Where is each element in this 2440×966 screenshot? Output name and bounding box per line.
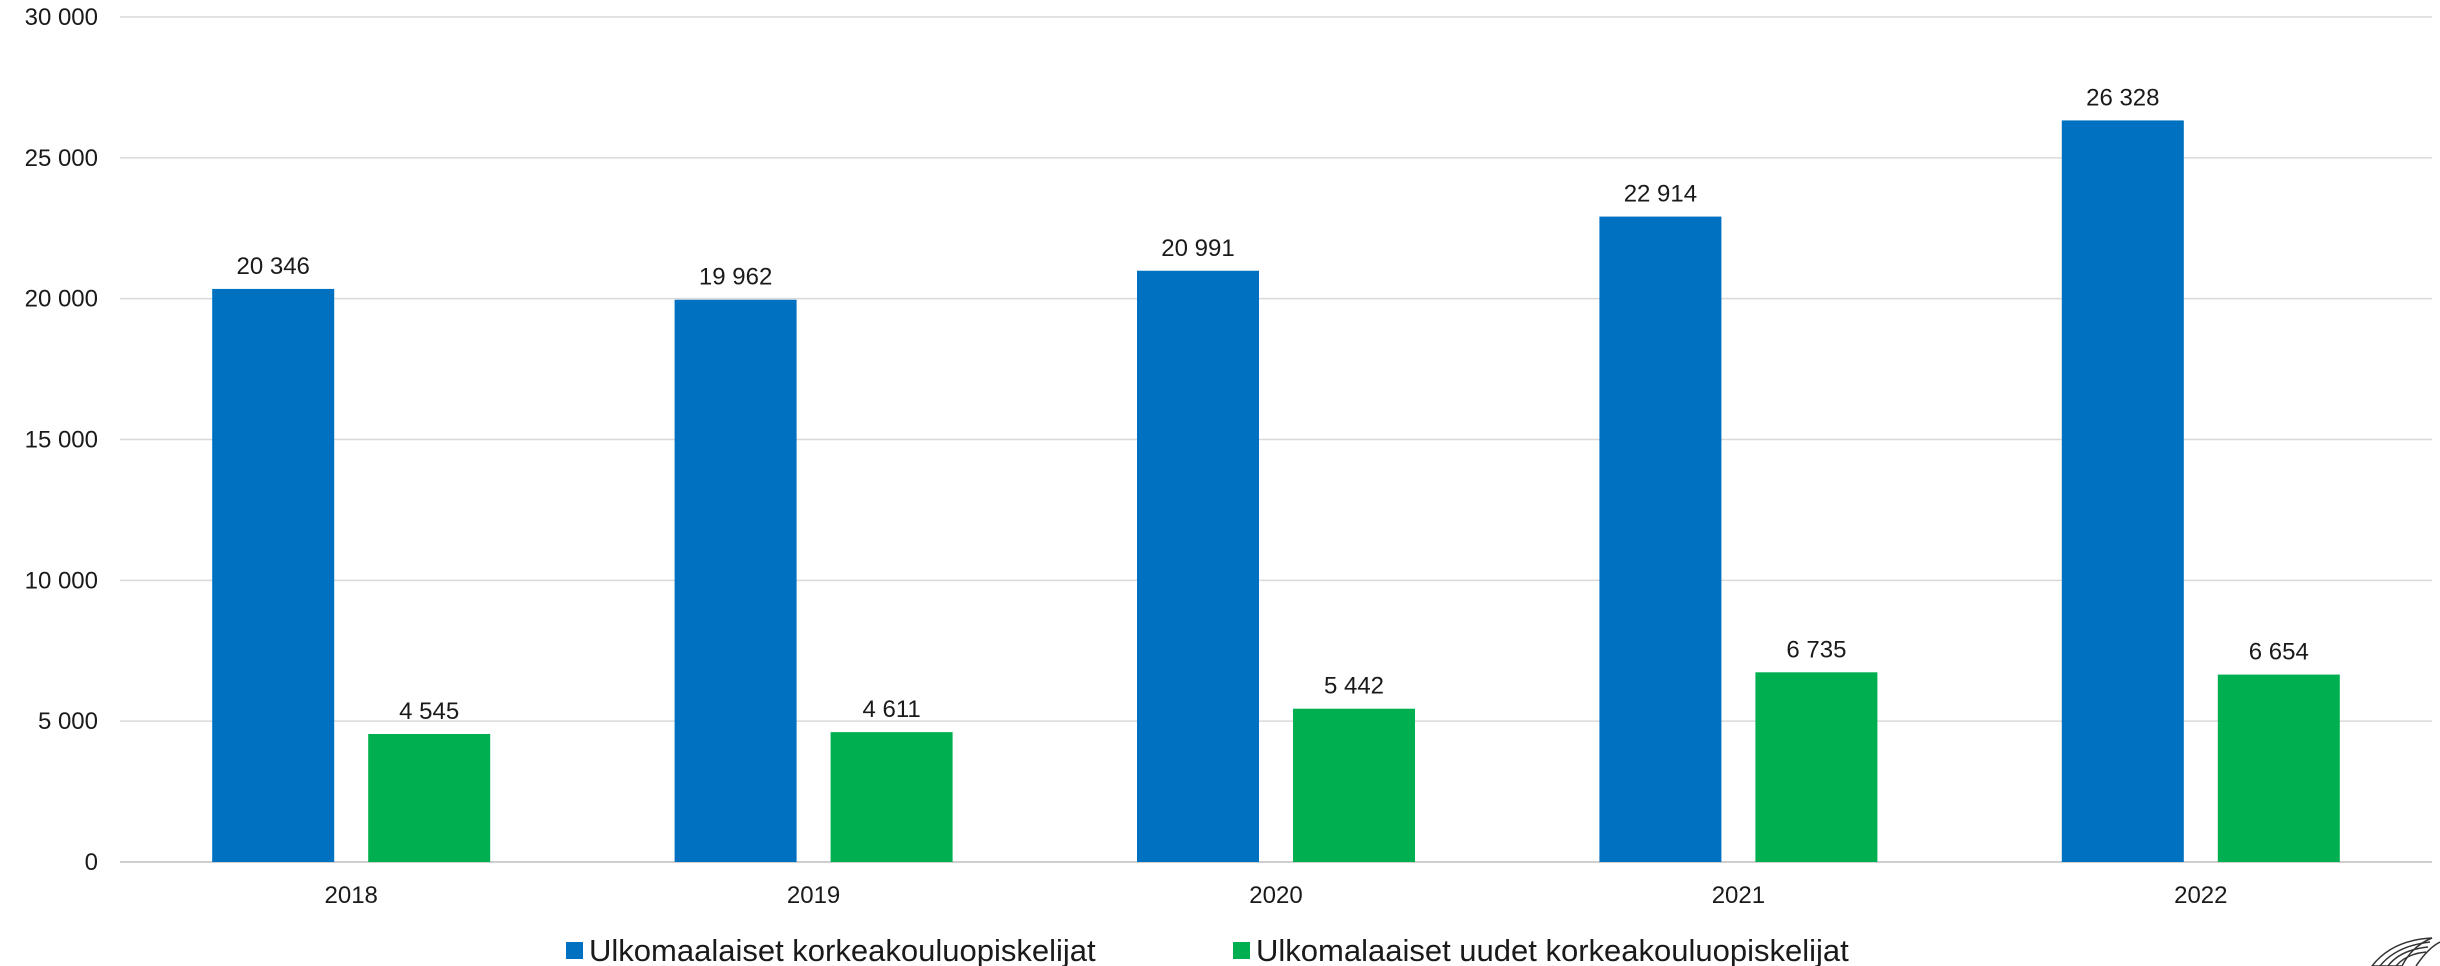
bar-2022-series-2	[2217, 674, 2340, 862]
data-label: 6 654	[2249, 639, 2309, 666]
gridlines	[120, 16, 2432, 863]
y-tick-label: 30 000	[25, 4, 98, 31]
data-label: 6 735	[1786, 636, 1846, 663]
legend-label-1: Ulkomaalaiset korkeakouluopiskelijat	[589, 933, 1096, 966]
data-label: 5 442	[1324, 673, 1384, 700]
bar-2019-series-2	[830, 732, 953, 862]
data-label: 26 328	[2086, 84, 2159, 111]
bar-2018-series-1	[212, 288, 335, 862]
y-tick-label: 10 000	[25, 567, 98, 594]
x-tick-label: 2018	[325, 882, 378, 909]
x-tick-label: 2020	[1249, 882, 1302, 909]
bar-2019-series-1	[674, 299, 797, 862]
legend-swatch-2	[1233, 942, 1250, 959]
y-tick-label: 0	[85, 849, 98, 876]
y-axis: 0 5 000 10 000 15 000 20 000 25 000 30 000	[25, 4, 98, 876]
data-label: 20 346	[236, 253, 309, 280]
x-tick-label: 2019	[787, 882, 840, 909]
bar-2018-series-2	[368, 733, 491, 862]
bar-2021-series-1	[1599, 216, 1722, 863]
y-tick-label: 25 000	[25, 145, 98, 172]
data-label: 4 545	[399, 698, 459, 725]
data-label: 22 914	[1624, 181, 1697, 208]
y-tick-label: 15 000	[25, 427, 98, 454]
data-labels: 20 346 4 545 19 962 4 611 20 991 5 442 22 914 6…	[236, 84, 2308, 725]
bars	[212, 120, 2340, 863]
bar-2020-series-2	[1293, 708, 1415, 862]
bar-2022-series-1	[2061, 120, 2184, 863]
y-tick-label: 5 000	[38, 708, 98, 735]
data-label: 4 611	[862, 696, 920, 723]
legend-label-2: Ulkomalaaiset uudet korkeakouluopiskelij…	[1256, 933, 1849, 966]
data-label: 20 991	[1161, 235, 1234, 262]
data-label: 19 962	[699, 264, 772, 291]
bar-2020-series-1	[1137, 270, 1259, 862]
legend: Ulkomaalaiset korkeakouluopiskelijat Ulko…	[566, 933, 1849, 966]
x-axis: 2018 2019 2020 2021 2022	[325, 882, 2228, 909]
bar-2021-series-2	[1755, 672, 1878, 862]
logo	[2371, 937, 2440, 966]
legend-swatch-1	[566, 942, 583, 959]
y-tick-label: 20 000	[25, 286, 98, 313]
x-tick-label: 2022	[2174, 882, 2227, 909]
x-tick-label: 2021	[1712, 882, 1765, 909]
